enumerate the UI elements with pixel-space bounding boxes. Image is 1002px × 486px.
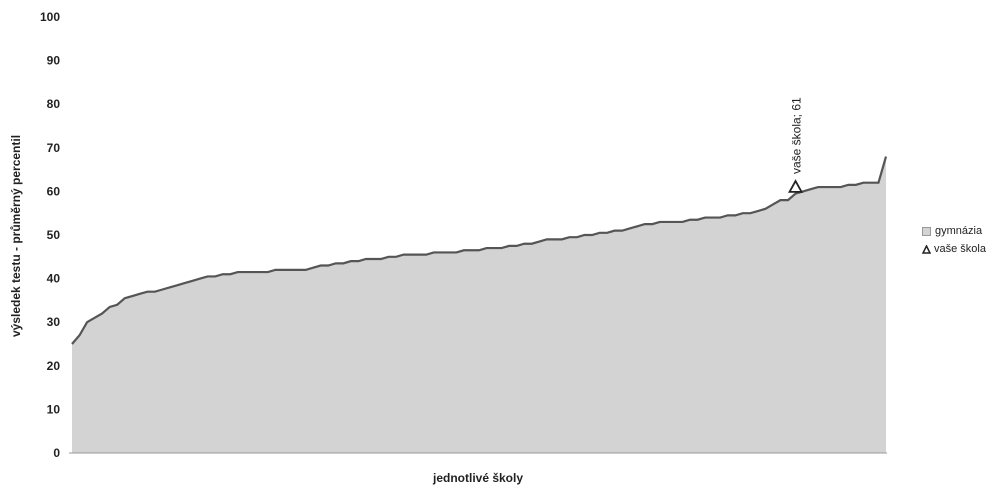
legend-label-vase-skola: vaše škola: [934, 243, 986, 255]
y-axis-ticks: 0 10 20 30 40 50 60 70 80 90 100: [40, 10, 60, 460]
y-tick-label: 90: [47, 54, 61, 68]
x-axis-title: jednotlivé školy: [432, 471, 523, 485]
y-tick-label: 0: [53, 446, 60, 460]
y-tick-label: 70: [47, 141, 61, 155]
series-marker-vase-skola: [788, 179, 804, 193]
legend-item-vase-skola: vaše škola: [922, 240, 986, 258]
y-tick-label: 50: [47, 228, 61, 242]
legend-swatch-area-icon: [922, 226, 931, 236]
annotation-vase-skola: vaše škola; 61: [790, 97, 804, 174]
legend-label-gymnazia: gymnázia: [935, 225, 983, 237]
y-tick-label: 30: [47, 315, 61, 329]
y-tick-label: 40: [47, 272, 61, 286]
series-line-gymnazia: [71, 156, 888, 345]
y-axis-title: výsledek testu - průměrný percentil: [9, 135, 23, 337]
y-tick-label: 10: [47, 402, 61, 416]
y-tick-label: 80: [47, 97, 61, 111]
y-tick-label: 60: [47, 184, 61, 198]
y-tick-label: 100: [40, 10, 60, 24]
legend: gymnázia vaše škola: [922, 222, 986, 258]
legend-triangle-icon: [922, 244, 931, 254]
series-area-gymnazia: [72, 156, 886, 453]
y-tick-label: 20: [47, 359, 61, 373]
legend-item-gymnazia: gymnázia: [922, 222, 986, 240]
